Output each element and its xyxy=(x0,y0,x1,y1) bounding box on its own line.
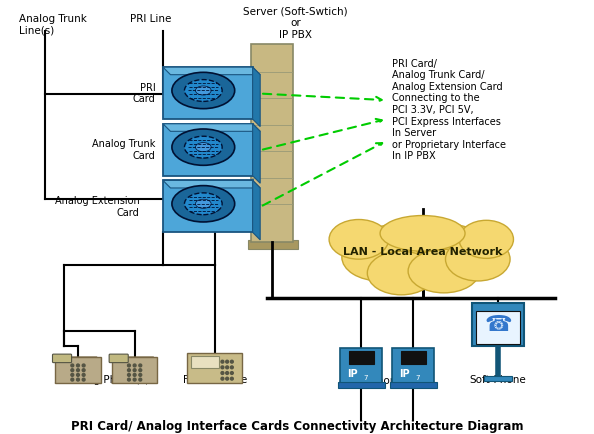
Ellipse shape xyxy=(185,137,222,159)
Text: IP Phone(s): IP Phone(s) xyxy=(358,375,416,385)
Ellipse shape xyxy=(185,80,222,102)
Text: PRI Card/
Analog Trunk Card/
Analog Extension Card
Connecting to the
PCI 3.3V, P: PRI Card/ Analog Trunk Card/ Analog Exte… xyxy=(393,59,506,161)
FancyBboxPatch shape xyxy=(163,125,252,176)
Circle shape xyxy=(82,378,85,381)
Circle shape xyxy=(139,364,142,367)
Circle shape xyxy=(77,374,80,376)
Text: 7: 7 xyxy=(363,374,368,380)
Circle shape xyxy=(82,364,85,367)
Text: Analog Extension
Card: Analog Extension Card xyxy=(55,196,140,217)
Circle shape xyxy=(71,378,74,381)
Ellipse shape xyxy=(172,130,235,166)
Polygon shape xyxy=(55,357,100,384)
Ellipse shape xyxy=(185,194,222,215)
FancyBboxPatch shape xyxy=(191,356,219,368)
Text: Analog Trunk
Card: Analog Trunk Card xyxy=(92,139,156,161)
Ellipse shape xyxy=(342,234,418,281)
Circle shape xyxy=(230,360,233,363)
Text: Soft-Phone: Soft-Phone xyxy=(470,375,526,385)
Circle shape xyxy=(133,364,136,367)
FancyBboxPatch shape xyxy=(337,382,385,388)
Ellipse shape xyxy=(195,87,211,96)
Ellipse shape xyxy=(346,222,499,281)
Circle shape xyxy=(77,369,80,372)
Circle shape xyxy=(71,369,74,372)
Circle shape xyxy=(71,364,74,367)
Ellipse shape xyxy=(195,200,211,209)
Bar xyxy=(251,44,293,242)
Polygon shape xyxy=(252,125,260,184)
Text: IP: IP xyxy=(347,368,358,378)
Ellipse shape xyxy=(380,216,465,252)
FancyBboxPatch shape xyxy=(109,354,128,363)
Circle shape xyxy=(221,366,224,369)
Text: LAN - Local Area Network: LAN - Local Area Network xyxy=(343,247,503,256)
Circle shape xyxy=(139,369,142,372)
FancyBboxPatch shape xyxy=(248,240,298,250)
Circle shape xyxy=(77,364,80,367)
Circle shape xyxy=(82,374,85,376)
Polygon shape xyxy=(252,68,260,127)
FancyBboxPatch shape xyxy=(163,181,252,233)
Ellipse shape xyxy=(367,252,435,295)
FancyBboxPatch shape xyxy=(472,303,524,346)
FancyBboxPatch shape xyxy=(390,382,437,388)
FancyBboxPatch shape xyxy=(393,348,434,384)
Circle shape xyxy=(128,364,130,367)
Circle shape xyxy=(77,378,80,381)
Circle shape xyxy=(139,374,142,376)
Circle shape xyxy=(128,369,130,372)
Circle shape xyxy=(226,372,229,375)
FancyBboxPatch shape xyxy=(163,68,252,120)
Polygon shape xyxy=(163,181,260,188)
FancyBboxPatch shape xyxy=(55,357,100,384)
Circle shape xyxy=(230,372,233,375)
Text: Fax Machine: Fax Machine xyxy=(183,375,247,385)
Text: Server (Soft-Swtich)
or
IP PBX: Server (Soft-Swtich) or IP PBX xyxy=(244,7,348,40)
Circle shape xyxy=(133,378,136,381)
Ellipse shape xyxy=(446,238,510,281)
FancyBboxPatch shape xyxy=(52,354,72,363)
Circle shape xyxy=(221,372,224,375)
Circle shape xyxy=(133,369,136,372)
Circle shape xyxy=(128,374,130,376)
FancyBboxPatch shape xyxy=(484,376,512,381)
Polygon shape xyxy=(163,125,260,132)
FancyBboxPatch shape xyxy=(188,353,242,384)
FancyBboxPatch shape xyxy=(401,351,425,364)
Circle shape xyxy=(221,378,224,380)
Circle shape xyxy=(82,369,85,372)
Circle shape xyxy=(128,378,130,381)
Text: PRI
Card: PRI Card xyxy=(132,82,156,104)
FancyBboxPatch shape xyxy=(349,351,374,364)
Ellipse shape xyxy=(408,250,479,293)
Polygon shape xyxy=(252,181,260,240)
Ellipse shape xyxy=(172,186,235,223)
Circle shape xyxy=(226,360,229,363)
Circle shape xyxy=(230,378,233,380)
Ellipse shape xyxy=(172,73,235,109)
Text: Analog Trunk
Line(s): Analog Trunk Line(s) xyxy=(20,14,87,36)
Text: IP: IP xyxy=(400,368,410,378)
Circle shape xyxy=(139,378,142,381)
Text: ☎: ☎ xyxy=(484,314,512,334)
Text: 7: 7 xyxy=(415,374,419,380)
Text: Analog Phone(s): Analog Phone(s) xyxy=(64,375,149,385)
FancyBboxPatch shape xyxy=(112,357,157,384)
Ellipse shape xyxy=(195,143,211,152)
Text: PRI Line: PRI Line xyxy=(130,14,171,24)
Circle shape xyxy=(226,366,229,369)
Polygon shape xyxy=(163,68,260,76)
Text: PRI Card/ Analog Interface Cards Connectivity Architecture Diagram: PRI Card/ Analog Interface Cards Connect… xyxy=(71,419,523,432)
Circle shape xyxy=(230,366,233,369)
FancyBboxPatch shape xyxy=(340,348,382,384)
Circle shape xyxy=(133,374,136,376)
Circle shape xyxy=(226,378,229,380)
Circle shape xyxy=(71,374,74,376)
FancyBboxPatch shape xyxy=(476,311,520,344)
Polygon shape xyxy=(112,357,157,384)
Ellipse shape xyxy=(329,220,388,260)
Ellipse shape xyxy=(459,221,513,259)
Circle shape xyxy=(221,360,224,363)
